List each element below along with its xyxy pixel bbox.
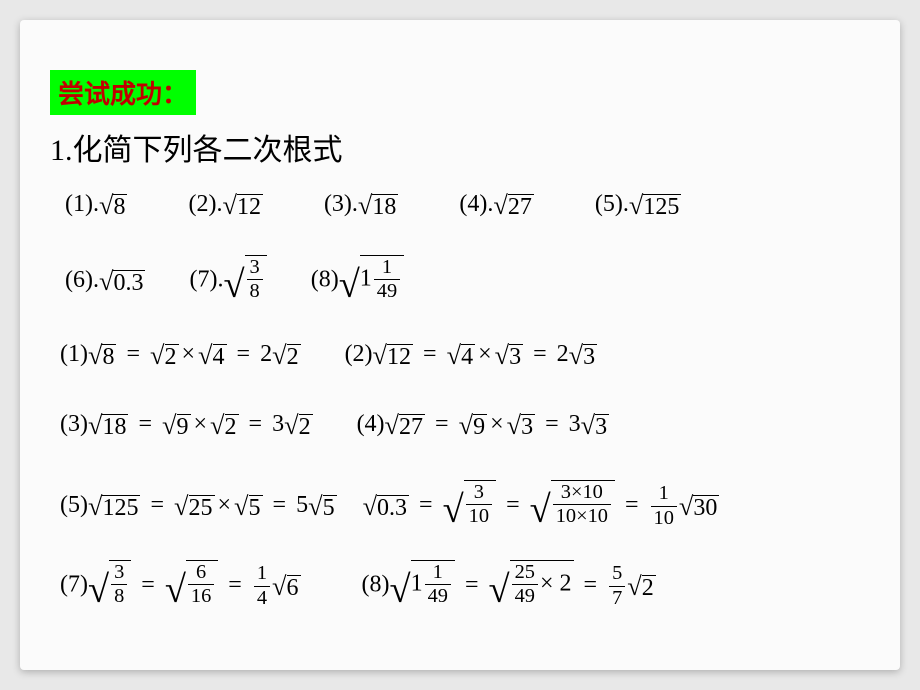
solution-7: (7)√38 = √616 = 14√6 — [60, 560, 301, 612]
problem-label: (8) — [311, 267, 339, 293]
solution-4: (4)√27 = √9×√3 = 3√3 — [357, 410, 610, 441]
radical: √8 — [99, 190, 127, 221]
solution-6: √0.3 = √310 = √3×1010×10 = 110√30 — [363, 480, 720, 532]
problem-4: (4).√27 — [459, 190, 533, 221]
solutions-row-4: (7)√38 = √616 = 14√6 (8)√1149 = √2549× 2… — [60, 560, 656, 612]
problem-label: (4). — [459, 191, 493, 217]
problem-1: (1).√8 — [65, 190, 127, 221]
problem-label: (6). — [65, 267, 99, 293]
problem-7: (7).√38 — [189, 255, 266, 307]
section-header: 尝试成功： — [50, 70, 196, 115]
solution-5: (5)√125 = √25×√5 = 5√5 — [60, 491, 337, 522]
problem-3: (3).√18 — [324, 190, 398, 221]
solutions-row-3: (5)√125 = √25×√5 = 5√5 √0.3 = √310 = √3×… — [60, 480, 719, 532]
solution-8: (8)√1149 = √2549× 2 = 57√2 — [362, 560, 656, 612]
problem-label: (1). — [65, 191, 99, 217]
solution-2: (2)√12 = √4×√3 = 2√3 — [345, 340, 598, 371]
problem-label: (7). — [189, 267, 223, 293]
solutions-row-1: (1)√8 = √2×√4 = 2√2 (2)√12 = √4×√3 = 2√3 — [60, 340, 597, 371]
problems-row-2: (6).√0.3 (7).√38 (8)√1149 — [65, 255, 442, 307]
solution-1: (1)√8 = √2×√4 = 2√2 — [60, 340, 301, 371]
problem-label: (3). — [324, 191, 358, 217]
problem-label: (5). — [595, 191, 629, 217]
problem-2: (2).√12 — [188, 190, 262, 221]
problem-label: (2). — [188, 191, 222, 217]
solutions-row-2: (3)√18 = √9×√2 = 3√2 (4)√27 = √9×√3 = 3√… — [60, 410, 609, 441]
problem-8: (8)√1149 — [311, 255, 404, 307]
problems-row-1: (1).√8 (2).√12 (3).√18 (4).√27 (5).√125 — [65, 190, 736, 221]
solution-3: (3)√18 = √9×√2 = 3√2 — [60, 410, 313, 441]
problem-6: (6).√0.3 — [65, 266, 145, 297]
question-title: 1.化简下列各二次根式 — [50, 125, 343, 169]
slide-page: 尝试成功： 1.化简下列各二次根式 (1).√8 (2).√12 (3).√18… — [20, 20, 900, 670]
problem-5: (5).√125 — [595, 190, 681, 221]
